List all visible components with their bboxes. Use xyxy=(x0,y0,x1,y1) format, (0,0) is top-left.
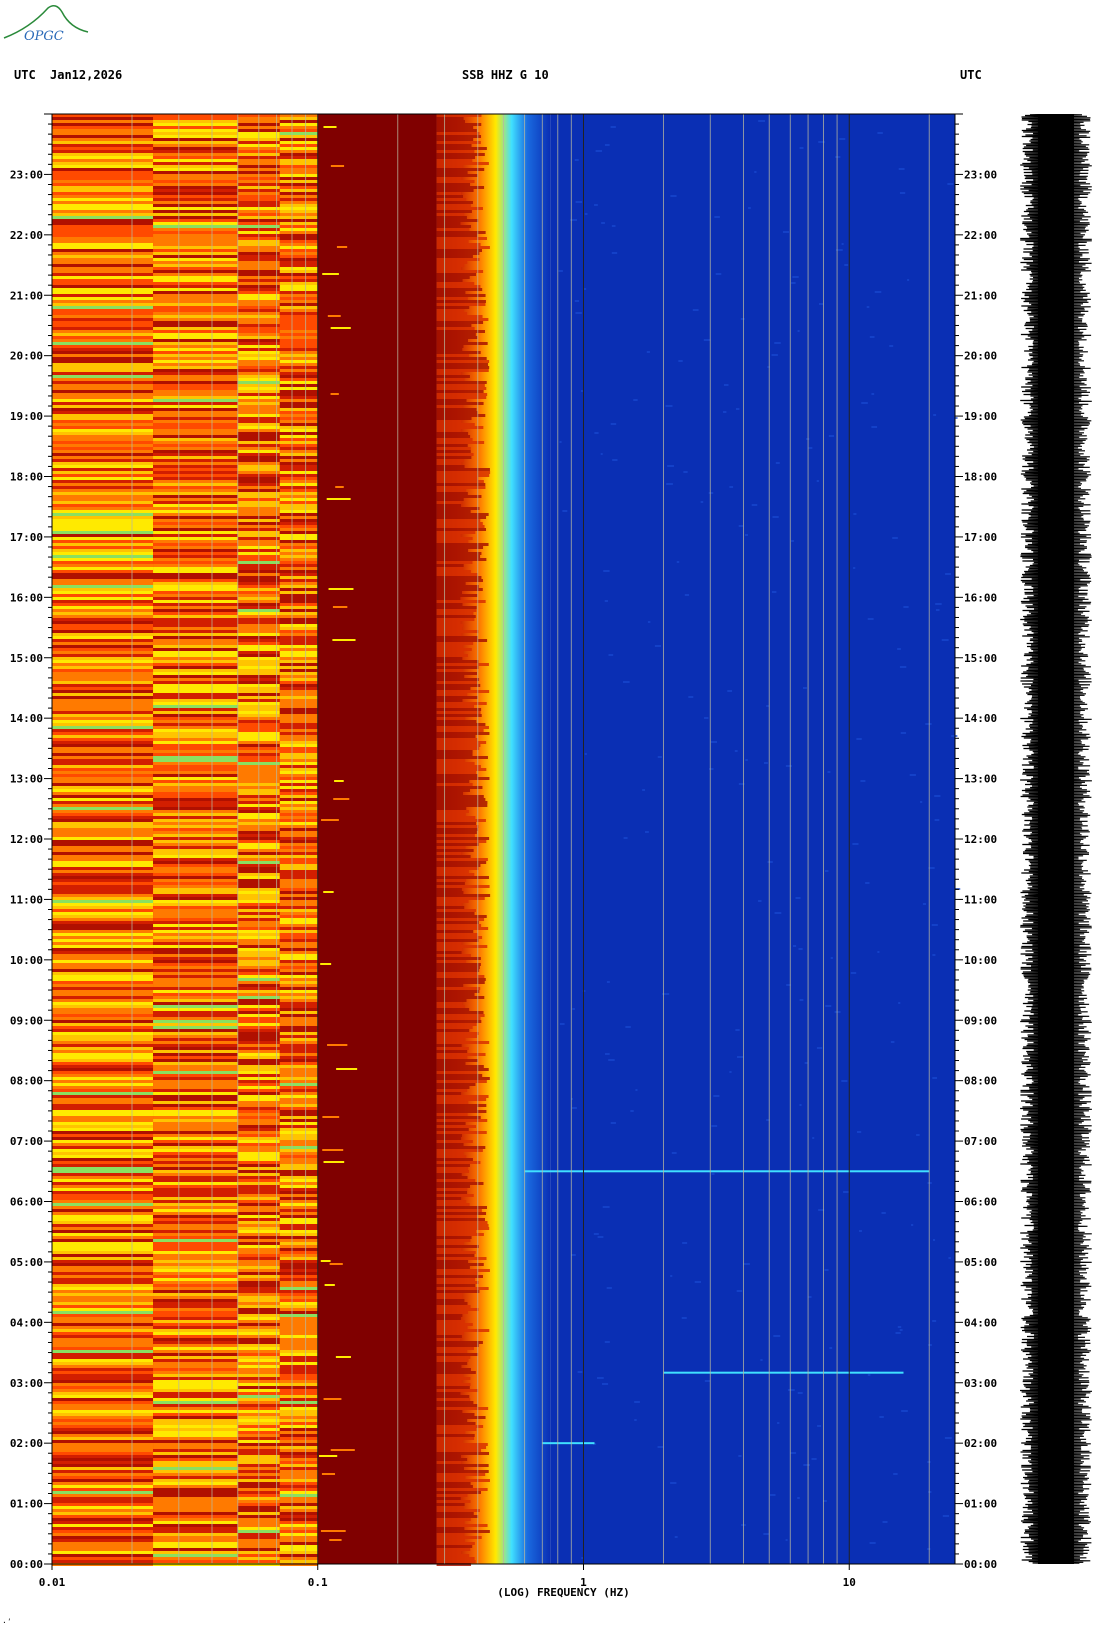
y-tick-label-left: 10:00 xyxy=(10,954,43,967)
y-tick-label-left: 19:00 xyxy=(10,410,43,423)
y-tick-label-right: 09:00 xyxy=(964,1014,997,1027)
y-axis-right: 00:00 01:00 02:00 03:00 04:00 05:00 06:00 07:00… xyxy=(955,113,997,1571)
y-tick-label-left: 12:00 xyxy=(10,833,43,846)
y-tick-label-left: 09:00 xyxy=(10,1014,43,1027)
y-tick-label-left: 22:00 xyxy=(10,229,43,242)
y-tick-label-right: 04:00 xyxy=(964,1316,997,1329)
band-saturated xyxy=(317,114,437,1564)
y-tick-label-right: 13:00 xyxy=(964,773,997,786)
y-tick-label-right: 23:00 xyxy=(964,168,997,181)
y-tick-label-right: 08:00 xyxy=(964,1075,997,1088)
y-tick-label-left: 13:00 xyxy=(10,773,43,786)
y-tick-label-left: 23:00 xyxy=(10,168,43,181)
y-tick-label-left: 15:00 xyxy=(10,652,43,665)
x-tick-label: 1 xyxy=(580,1576,587,1589)
date-label: Jan12,2026 xyxy=(50,68,123,82)
y-axis-left: 00:00 01:00 02:00 03:00 04:00 05:00 06:00 07:00… xyxy=(10,113,52,1571)
y-tick-label-left: 11:00 xyxy=(10,893,43,906)
y-tick-label-right: 20:00 xyxy=(964,350,997,363)
spectrogram-chart: 00:00 01:00 02:00 03:00 04:00 05:00 06:00 07:00… xyxy=(10,113,997,1599)
y-tick-label-left: 20:00 xyxy=(10,350,43,363)
y-tick-label-left: 00:00 xyxy=(10,1558,43,1571)
y-tick-label-right: 01:00 xyxy=(964,1498,997,1511)
utc-label-right: UTC xyxy=(960,68,982,82)
y-tick-label-right: 12:00 xyxy=(964,833,997,846)
utc-label-left: UTC xyxy=(14,68,36,82)
y-tick-label-right: 05:00 xyxy=(964,1256,997,1269)
y-tick-label-left: 01:00 xyxy=(10,1498,43,1511)
y-tick-label-left: 21:00 xyxy=(10,289,43,302)
seismogram-trace xyxy=(1019,114,1093,1564)
y-tick-label-left: 17:00 xyxy=(10,531,43,544)
seismogram-core xyxy=(1038,114,1074,1564)
opgc-logo: OPGC xyxy=(3,5,89,44)
station-label: SSB HHZ G 10 xyxy=(462,68,549,82)
y-tick-label-right: 19:00 xyxy=(964,410,997,423)
logo-text: OPGC xyxy=(24,29,64,44)
y-tick-label-left: 03:00 xyxy=(10,1377,43,1390)
y-tick-label-right: 21:00 xyxy=(964,289,997,302)
y-tick-label-right: 07:00 xyxy=(964,1135,997,1148)
y-tick-label-left: 02:00 xyxy=(10,1437,43,1450)
event-line-1 xyxy=(542,1442,595,1445)
y-tick-label-right: 16:00 xyxy=(964,591,997,604)
y-tick-label-left: 18:00 xyxy=(10,471,43,484)
y-tick-label-right: 17:00 xyxy=(964,531,997,544)
spectrogram-plot xyxy=(52,114,961,1566)
x-tick-label: 10 xyxy=(843,1576,856,1589)
y-tick-label-right: 15:00 xyxy=(964,652,997,665)
y-tick-label-left: 06:00 xyxy=(10,1196,43,1209)
y-tick-label-right: 03:00 xyxy=(964,1377,997,1390)
y-tick-label-right: 18:00 xyxy=(964,471,997,484)
y-tick-label-right: 00:00 xyxy=(964,1558,997,1571)
y-tick-label-right: 14:00 xyxy=(964,712,997,725)
y-tick-label-left: 05:00 xyxy=(10,1256,43,1269)
y-tick-label-left: 04:00 xyxy=(10,1316,43,1329)
x-tick-label: 0.1 xyxy=(308,1576,328,1589)
y-tick-label-right: 22:00 xyxy=(964,229,997,242)
band-high xyxy=(550,114,955,1564)
x-tick-label: 0.01 xyxy=(39,1576,66,1589)
y-tick-label-right: 11:00 xyxy=(964,893,997,906)
y-tick-label-left: 14:00 xyxy=(10,712,43,725)
event-lines xyxy=(524,1170,930,1445)
y-tick-label-left: 08:00 xyxy=(10,1075,43,1088)
y-tick-label-left: 16:00 xyxy=(10,591,43,604)
x-axis: 0.01 0.1 1 10 xyxy=(39,1564,856,1589)
y-tick-label-right: 02:00 xyxy=(964,1437,997,1450)
y-tick-label-right: 06:00 xyxy=(964,1196,997,1209)
y-tick-label-right: 10:00 xyxy=(964,954,997,967)
event-line-3 xyxy=(524,1170,930,1173)
x-axis-label: (LOG) FREQUENCY (HZ) xyxy=(497,1586,629,1599)
event-line-2 xyxy=(663,1371,904,1374)
corner-mark: ·ʹ xyxy=(2,1618,12,1627)
y-tick-label-left: 07:00 xyxy=(10,1135,43,1148)
